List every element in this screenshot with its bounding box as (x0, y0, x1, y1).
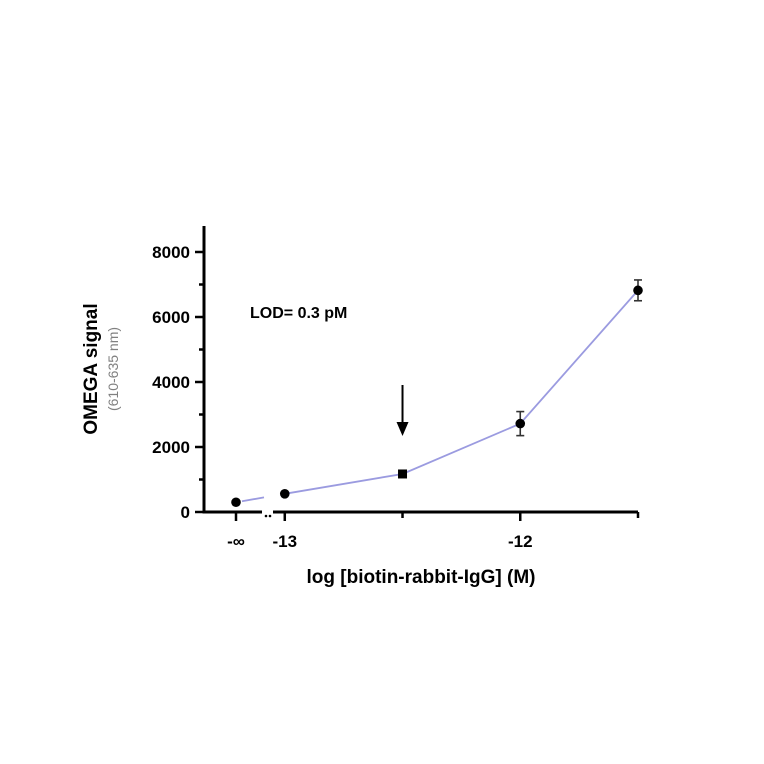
y-tick-label: 0 (181, 503, 190, 522)
series-line (241, 289, 639, 503)
lod-annotation: LOD= 0.3 pM (250, 305, 347, 322)
y-tick-label: 8000 (152, 243, 190, 262)
axis-break-dot (264, 514, 268, 518)
x-tick-label: -12 (508, 532, 533, 551)
series-line-segment (241, 496, 265, 503)
data-point (231, 497, 241, 508)
y-tick-label: 2000 (152, 438, 190, 457)
x-tick-label: -13 (272, 532, 297, 551)
x-ticks: -∞ -13 -12 (227, 512, 640, 551)
markers (231, 285, 643, 508)
series-line-main (284, 289, 639, 495)
axis-break-dot (268, 514, 272, 518)
axes (202, 226, 638, 518)
data-point (398, 469, 408, 479)
y-tick-label: 6000 (152, 308, 190, 327)
y-ticks: 0 2000 4000 6000 8000 (152, 243, 204, 522)
lod-arrow-head (396, 422, 409, 436)
error-bars (398, 279, 642, 477)
y-tick-label: 4000 (152, 373, 190, 392)
x-tick-label: -∞ (227, 532, 245, 551)
data-point (279, 489, 290, 499)
x-axis-title: log [biotin-rabbit-IgG] (M) (307, 567, 536, 588)
y-axis-title: OMEGA signal (81, 303, 102, 434)
annotation-layer: LOD= 0.3 pM (250, 305, 409, 436)
y-axis-subtitle: (610-635 nm) (105, 327, 121, 411)
data-point (633, 285, 643, 296)
data-point (515, 418, 526, 429)
